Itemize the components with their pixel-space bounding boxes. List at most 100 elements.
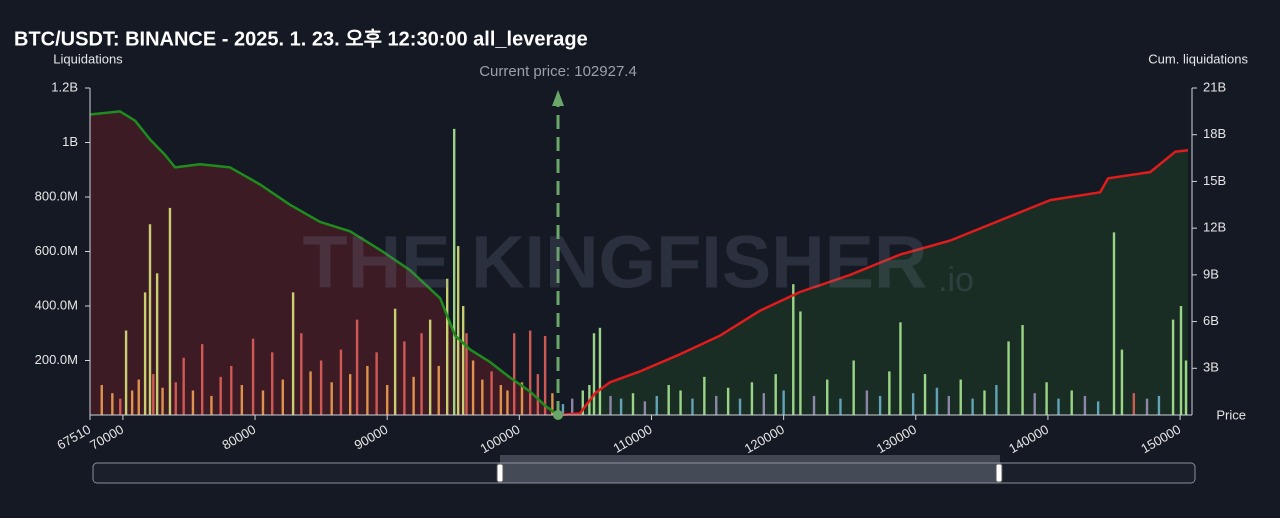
bar [799, 311, 802, 415]
bar [1045, 382, 1048, 415]
bar [124, 330, 128, 415]
bar [1033, 393, 1036, 415]
bar [911, 393, 915, 415]
bar [520, 382, 524, 415]
bar [137, 379, 140, 415]
current-price-dot [553, 410, 564, 420]
bar [471, 360, 475, 415]
bar [878, 395, 882, 415]
bar [947, 395, 951, 415]
y-tick-label: 400.0M [35, 297, 78, 312]
bar [1171, 319, 1175, 415]
bar [1112, 232, 1116, 415]
bar [130, 390, 134, 415]
bar [782, 390, 785, 415]
bar [481, 379, 484, 415]
bar [191, 390, 195, 415]
bar [152, 374, 155, 415]
bar [774, 374, 777, 415]
bar [865, 390, 869, 415]
chart-title: BTC/USDT: BINANCE - 2025. 1. 23. 오후 12:3… [14, 27, 588, 50]
bar [461, 306, 465, 415]
y2-tick-label: 3B [1203, 360, 1219, 375]
bar [319, 360, 323, 415]
bar [465, 333, 468, 415]
bar [667, 385, 670, 415]
y-tick-label: 600.0M [35, 243, 78, 258]
cumulative-line [557, 149, 1189, 417]
bar [1179, 306, 1183, 415]
bar [119, 398, 122, 415]
bar [551, 393, 554, 415]
bar [366, 365, 369, 415]
bar [592, 333, 596, 415]
bar [923, 374, 927, 415]
bar [512, 333, 516, 415]
plot-area: 200.0M 400.0M 600.0M 800.0M 1B 1.2B 3B 6B 9B 12B 1… [35, 63, 1227, 456]
y-axis-label: Liquidations [53, 51, 123, 66]
bar [852, 360, 855, 415]
bar [375, 352, 378, 415]
bar [1007, 341, 1010, 415]
bar [536, 374, 540, 415]
bar [445, 278, 449, 415]
bar [355, 319, 359, 415]
watermark-suffix: .io [938, 261, 974, 299]
range-slider-window[interactable] [500, 455, 1000, 483]
bar [1070, 390, 1073, 415]
bar [715, 395, 718, 415]
bar [499, 385, 503, 415]
y2-tick-label: 12B [1203, 220, 1226, 235]
bar [543, 335, 547, 415]
bar [168, 207, 172, 415]
bar [995, 385, 998, 415]
bar [1083, 395, 1087, 415]
bar [1096, 401, 1100, 415]
bar [219, 376, 222, 415]
current-price-label: Current price: 102927.4 [479, 63, 637, 80]
bar [271, 352, 274, 415]
bar [403, 341, 406, 415]
bar [935, 387, 939, 415]
bar [826, 379, 829, 415]
bar [561, 404, 565, 415]
bar [330, 382, 333, 415]
bar [148, 224, 152, 415]
bar [428, 319, 432, 415]
bar [959, 379, 962, 415]
bar [1021, 325, 1024, 415]
bar [839, 398, 842, 415]
y2-tick-label: 9B [1203, 266, 1219, 281]
bar [726, 387, 730, 415]
bar [631, 393, 635, 415]
cumulative-line [89, 110, 559, 417]
bar [300, 333, 303, 415]
cumulative-area [90, 111, 558, 416]
range-slider[interactable] [92, 462, 1196, 484]
bar [174, 382, 177, 415]
bar [230, 365, 233, 415]
bar [655, 395, 658, 415]
y2-tick-label: 15B [1203, 173, 1226, 188]
bar [412, 376, 415, 415]
cumulative-area [558, 150, 1188, 416]
bar [155, 273, 159, 415]
range-slider-handle[interactable] [496, 463, 504, 483]
y2-tick-label: 21B [1203, 79, 1226, 94]
x-axis-label: Price [1216, 407, 1246, 422]
bar [456, 246, 460, 415]
bar [261, 390, 265, 415]
current-price-arrow [552, 90, 565, 106]
bar [348, 374, 352, 415]
bar [506, 390, 509, 415]
bar [143, 292, 147, 415]
bar [888, 371, 891, 415]
bar [182, 357, 185, 415]
y-tick-label: 1B [62, 134, 78, 149]
range-slider-handle[interactable] [995, 463, 1003, 483]
y2-axis-label: Cum. liquidations [1148, 51, 1248, 66]
watermark: THE KINGFISHER [303, 221, 928, 304]
bar [571, 398, 574, 415]
y2-tick-label: 18B [1203, 126, 1226, 141]
